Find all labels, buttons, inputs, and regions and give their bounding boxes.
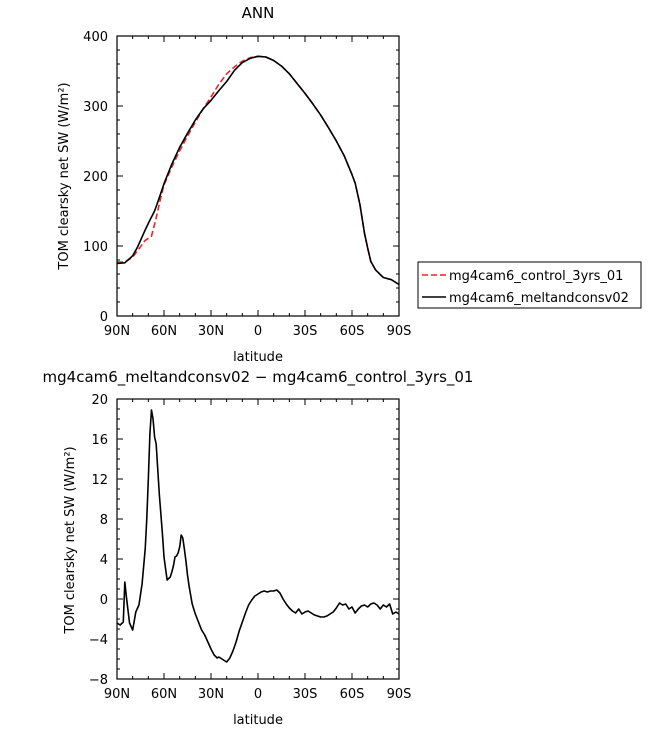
difference-chart-series-line-0: [116, 409, 400, 663]
legend-box: [417, 261, 642, 309]
legend-entry-meltandconsv: mg4cam6_meltandconsv02: [449, 291, 629, 306]
difference-chart: mg4cam6_meltandconsv02 − mg4cam6_control…: [43, 368, 474, 728]
top-chart-xtick-label: 60S: [340, 324, 365, 339]
difference-chart-ylabel: TOM clearsky net SW (W/m²): [63, 446, 78, 634]
top-chart-series-line-1: [116, 55, 400, 286]
difference-chart-ytick-label: 0: [100, 593, 108, 608]
difference-chart-xlabel: latitude: [233, 713, 283, 728]
difference-chart-ytick-label: 20: [91, 393, 108, 408]
difference-chart-xtick-label: 90S: [387, 687, 412, 702]
top-chart-ylabel: TOM clearsky net SW (W/m²): [57, 82, 72, 270]
top-chart-xtick-label: 60N: [151, 324, 177, 339]
top-chart-ytick-label: 400: [83, 30, 108, 45]
top-chart-xtick-label: 90N: [104, 324, 130, 339]
difference-chart-frame: [116, 398, 400, 680]
difference-chart-ytick-label: −4: [89, 633, 108, 648]
difference-chart-xtick-label: 30S: [293, 687, 318, 702]
top-chart-xtick-label: 30N: [198, 324, 224, 339]
difference-chart-xtick-label: 0: [254, 687, 262, 702]
top-chart-ytick-label: 0: [100, 310, 108, 325]
top-chart-xtick-label: 30S: [293, 324, 318, 339]
top-chart: ANN 90N 60N 30N 0 30S 60S 90S 0 100 200 300 400 lat…: [57, 4, 411, 365]
top-chart-xtick-label: 0: [254, 324, 262, 339]
difference-chart-title: mg4cam6_meltandconsv02 − mg4cam6_control…: [43, 368, 474, 387]
difference-chart-ytick-label: 12: [91, 473, 108, 488]
top-chart-ticks: 90N 60N 30N 0 30S 60S 90S 0 100 200 300 400: [83, 30, 411, 339]
top-chart-xtick-label: 90S: [387, 324, 412, 339]
top-chart-title: ANN: [242, 4, 275, 22]
top-chart-ytick-label: 100: [83, 240, 108, 255]
top-chart-ytick-label: 300: [83, 100, 108, 115]
top-chart-xlabel: latitude: [233, 350, 283, 365]
difference-chart-ytick-label: 4: [100, 553, 108, 568]
top-chart-frame: [116, 35, 400, 317]
difference-chart-xtick-label: 90N: [104, 687, 130, 702]
difference-chart-ytick-label: 16: [91, 433, 108, 448]
difference-chart-plot-area: [116, 398, 400, 680]
difference-chart-ticks: 90N 60N 30N 0 30S 60S 90S −8 −4 0 4 8 12 16 20: [89, 393, 412, 702]
legend: mg4cam6_control_3yrs_01 mg4cam6_meltandc…: [417, 261, 642, 309]
top-chart-ytick-label: 200: [83, 170, 108, 185]
top-chart-series-line-0: [117, 55, 400, 286]
difference-chart-xtick-label: 60S: [340, 687, 365, 702]
top-chart-plot-area: [116, 35, 400, 317]
difference-chart-xtick-label: 60N: [151, 687, 177, 702]
difference-chart-ytick-label: −8: [89, 673, 108, 688]
difference-chart-ytick-label: 8: [100, 513, 108, 528]
difference-chart-xtick-label: 30N: [198, 687, 224, 702]
legend-entry-control: mg4cam6_control_3yrs_01: [449, 269, 623, 284]
